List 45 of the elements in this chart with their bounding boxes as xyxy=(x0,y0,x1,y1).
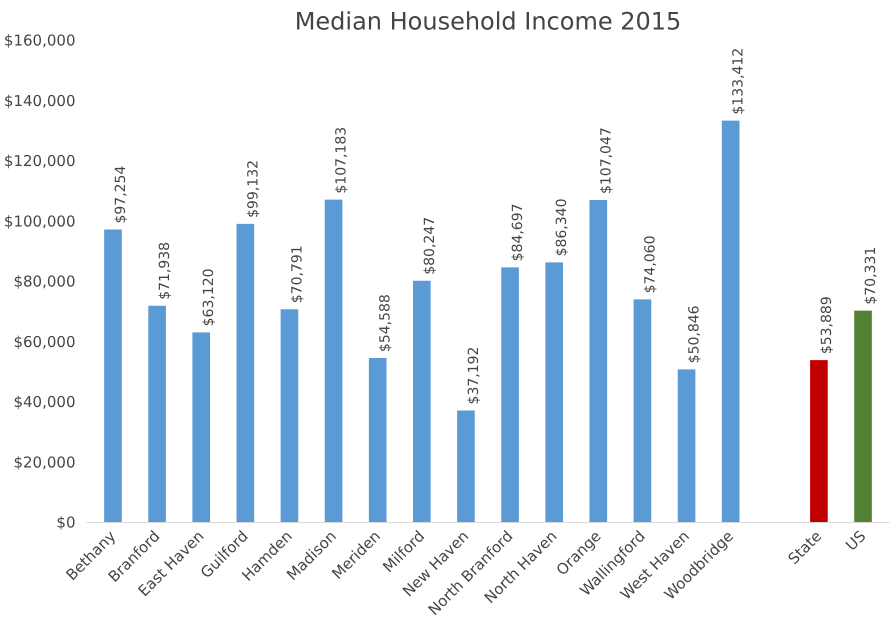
bar xyxy=(192,332,210,522)
y-tick-label: $120,000 xyxy=(4,152,76,170)
chart-title: Median Household Income 2015 xyxy=(294,8,682,36)
data-label: $107,047 xyxy=(598,127,614,194)
data-label: $86,340 xyxy=(554,198,570,256)
bar xyxy=(236,224,254,522)
y-tick-label: $20,000 xyxy=(13,453,76,472)
bar xyxy=(678,369,696,522)
bar xyxy=(854,310,872,522)
bar xyxy=(589,200,608,522)
data-label: $54,588 xyxy=(378,294,394,352)
bar xyxy=(501,267,519,522)
y-tick-label: $0 xyxy=(56,514,76,532)
bar xyxy=(634,299,652,522)
bar xyxy=(457,410,475,522)
x-tick-label: US xyxy=(842,527,870,554)
data-label: $53,889 xyxy=(818,296,835,354)
bar xyxy=(280,309,298,522)
y-tick-label: $100,000 xyxy=(4,212,76,230)
bar xyxy=(722,120,740,522)
data-label: $107,183 xyxy=(334,126,350,194)
data-label: $133,412 xyxy=(730,48,747,115)
data-label: $50,846 xyxy=(686,305,703,364)
data-label: $71,938 xyxy=(157,242,174,300)
bar xyxy=(324,200,342,522)
data-label: $37,192 xyxy=(466,346,482,404)
bar xyxy=(104,230,122,522)
bar xyxy=(148,306,166,522)
bar xyxy=(810,360,828,522)
y-tick-label: $160,000 xyxy=(4,32,76,50)
data-label: $63,120 xyxy=(201,268,218,326)
bar xyxy=(368,358,387,522)
y-tick-label: $140,000 xyxy=(4,92,76,110)
data-label: $99,132 xyxy=(245,160,262,218)
data-label: $84,697 xyxy=(510,203,526,262)
data-label: $74,060 xyxy=(642,235,658,294)
y-tick-label: $40,000 xyxy=(13,393,76,411)
y-tick-label: $60,000 xyxy=(13,332,76,351)
data-label: $70,791 xyxy=(289,245,306,304)
data-label: $97,254 xyxy=(112,166,129,224)
y-tick-label: $80,000 xyxy=(13,272,76,290)
bar xyxy=(545,262,564,522)
data-label: $70,331 xyxy=(863,246,880,305)
data-label: $80,247 xyxy=(422,216,438,275)
bar xyxy=(412,280,431,522)
